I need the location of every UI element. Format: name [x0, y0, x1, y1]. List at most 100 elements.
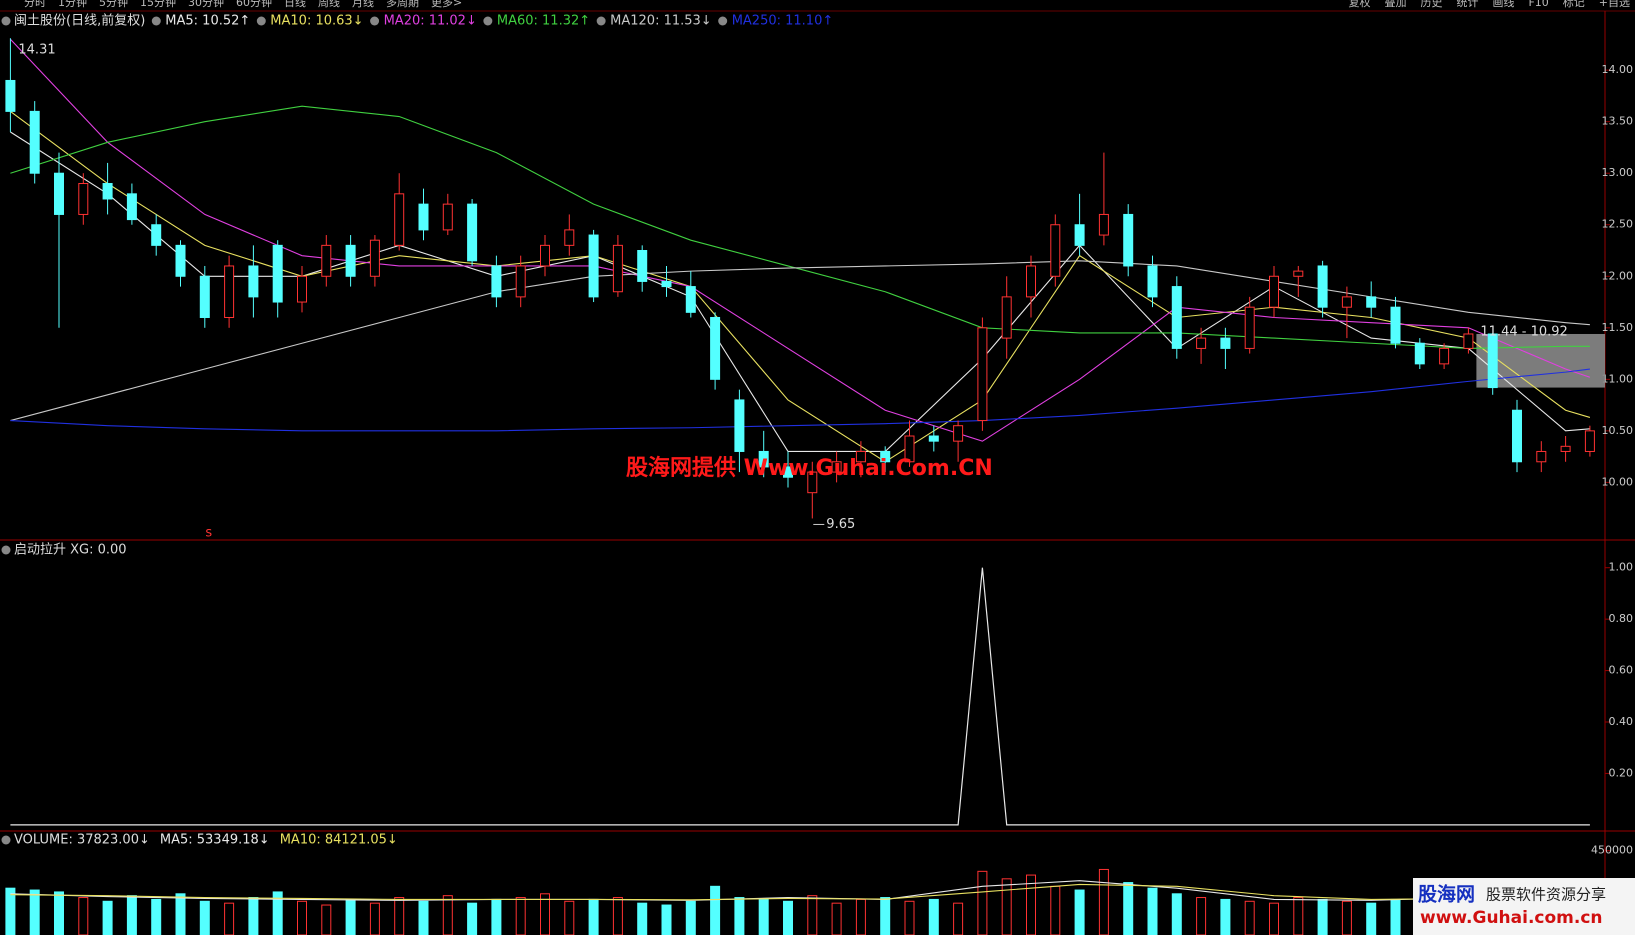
- candle-body: [637, 250, 648, 282]
- candle-body: [29, 110, 40, 174]
- y-tick-label: 0.20: [1609, 766, 1634, 779]
- volume-bar: [248, 897, 259, 935]
- collapse-icon: [1, 835, 11, 845]
- volume-bar: [710, 885, 721, 935]
- volume-bar: [1074, 889, 1085, 935]
- candle-body: [540, 244, 550, 267]
- candle-body: [880, 450, 891, 463]
- y-tick-label: 14.00: [1602, 63, 1634, 76]
- volume-bar: [1098, 868, 1109, 935]
- candle-body: [831, 461, 842, 473]
- volume-bar: [369, 902, 380, 935]
- legend-entry: MA5: 10.52↑: [165, 14, 250, 29]
- volume-bar: [1171, 893, 1182, 935]
- candle-body: [224, 265, 235, 318]
- volume-bar: [321, 904, 332, 935]
- y-tick-label: 450000: [1591, 844, 1633, 857]
- y-tick-label: 0.40: [1609, 715, 1634, 728]
- panel-title: 启动拉升 XG: 0.00: [14, 543, 127, 558]
- candle-body: [418, 203, 429, 231]
- volume-bar: [126, 895, 137, 935]
- period-tab[interactable]: 分时: [24, 0, 46, 9]
- volume-bar: [297, 900, 307, 935]
- candle-body: [1390, 306, 1401, 344]
- candle-body: [1147, 265, 1158, 298]
- volume-bar: [953, 902, 964, 935]
- volume-bar: [54, 891, 64, 935]
- candle-body: [199, 275, 210, 318]
- ma-line: [10, 110, 1591, 463]
- tool-button[interactable]: 历史: [1420, 0, 1442, 9]
- volume-bar: [1026, 874, 1036, 935]
- high-label: 14.31: [18, 43, 55, 58]
- indicator-line: [10, 567, 1590, 826]
- legend-entry: MA5: 53349.18↓: [160, 833, 270, 848]
- volume-bar: [515, 897, 526, 935]
- volume-bar: [467, 902, 478, 935]
- tool-button[interactable]: 画线: [1492, 0, 1514, 9]
- candle-body: [710, 316, 721, 380]
- volume-bar: [564, 900, 575, 935]
- volume-bar: [1196, 897, 1207, 935]
- logo-name: 股海网: [1418, 883, 1475, 906]
- period-tab[interactable]: 更多>: [431, 0, 462, 9]
- candle-body: [977, 327, 988, 422]
- volume-bar: [102, 900, 113, 935]
- tool-button[interactable]: +自选: [1599, 0, 1630, 9]
- candle-body: [1366, 296, 1377, 308]
- period-tab[interactable]: 5分钟: [99, 0, 128, 9]
- candle-body: [1074, 224, 1085, 246]
- candle-body: [1463, 333, 1474, 349]
- period-tab[interactable]: 日线: [284, 0, 306, 9]
- candle-body: [1196, 337, 1207, 349]
- y-tick-label: 10.50: [1602, 424, 1634, 437]
- tool-button[interactable]: F10: [1528, 0, 1548, 9]
- volume-bar: [831, 902, 842, 935]
- signal-mark: s: [205, 526, 212, 541]
- volume-bar: [1244, 900, 1255, 935]
- candle-body: [321, 244, 332, 277]
- volume-bar: [588, 898, 599, 935]
- tool-button[interactable]: 统计: [1456, 0, 1478, 9]
- candle-body: [1536, 450, 1547, 463]
- period-tab[interactable]: 15分钟: [140, 0, 176, 9]
- period-tab[interactable]: 多周期: [386, 0, 419, 9]
- period-tab[interactable]: 60分钟: [236, 0, 272, 9]
- low-label: 9.65: [826, 517, 855, 532]
- volume-bar: [394, 897, 405, 935]
- candle-body: [345, 244, 356, 277]
- volume-bar: [855, 898, 866, 935]
- collapse-icon: [1, 16, 11, 26]
- period-tab[interactable]: 周线: [318, 0, 340, 9]
- tool-button[interactable]: 标记: [1563, 0, 1585, 9]
- panel-title: 闽土股份(日线,前复权): [14, 13, 145, 29]
- legend-entry: MA20: 11.02↓: [384, 14, 477, 29]
- collapse-icon: [370, 16, 380, 26]
- candle-body: [272, 244, 283, 303]
- candle-body: [1317, 265, 1328, 308]
- candle-body: [1001, 296, 1012, 339]
- y-tick-label: 0.60: [1609, 664, 1634, 677]
- tool-button[interactable]: 叠加: [1384, 0, 1406, 9]
- ma-line: [10, 260, 1590, 422]
- period-tab[interactable]: 月线: [352, 0, 374, 9]
- tool-button[interactable]: 复权: [1348, 0, 1370, 9]
- candle-body: [1026, 265, 1036, 298]
- candle-body: [1123, 213, 1134, 267]
- candle-body: [904, 435, 915, 463]
- period-tab[interactable]: 1分钟: [58, 0, 87, 9]
- volume-bar: [977, 870, 988, 935]
- period-tab[interactable]: 30分钟: [188, 0, 224, 9]
- range-label: 11.44 - 10.92: [1480, 324, 1567, 339]
- legend-entry: MA10: 10.63↓: [270, 14, 363, 29]
- volume-bar: [1317, 898, 1328, 935]
- legend-entry: MA120: 11.53↓: [610, 14, 712, 29]
- logo: 股海网 股票软件资源分享 www.Guhai.com.cn: [1413, 878, 1635, 935]
- candle-body: [928, 435, 939, 442]
- candle-body: [855, 450, 866, 463]
- ma-line: [10, 368, 1590, 432]
- volume-bar: [199, 900, 210, 935]
- candle-body: [151, 224, 162, 246]
- y-tick-label: 12.00: [1602, 269, 1634, 282]
